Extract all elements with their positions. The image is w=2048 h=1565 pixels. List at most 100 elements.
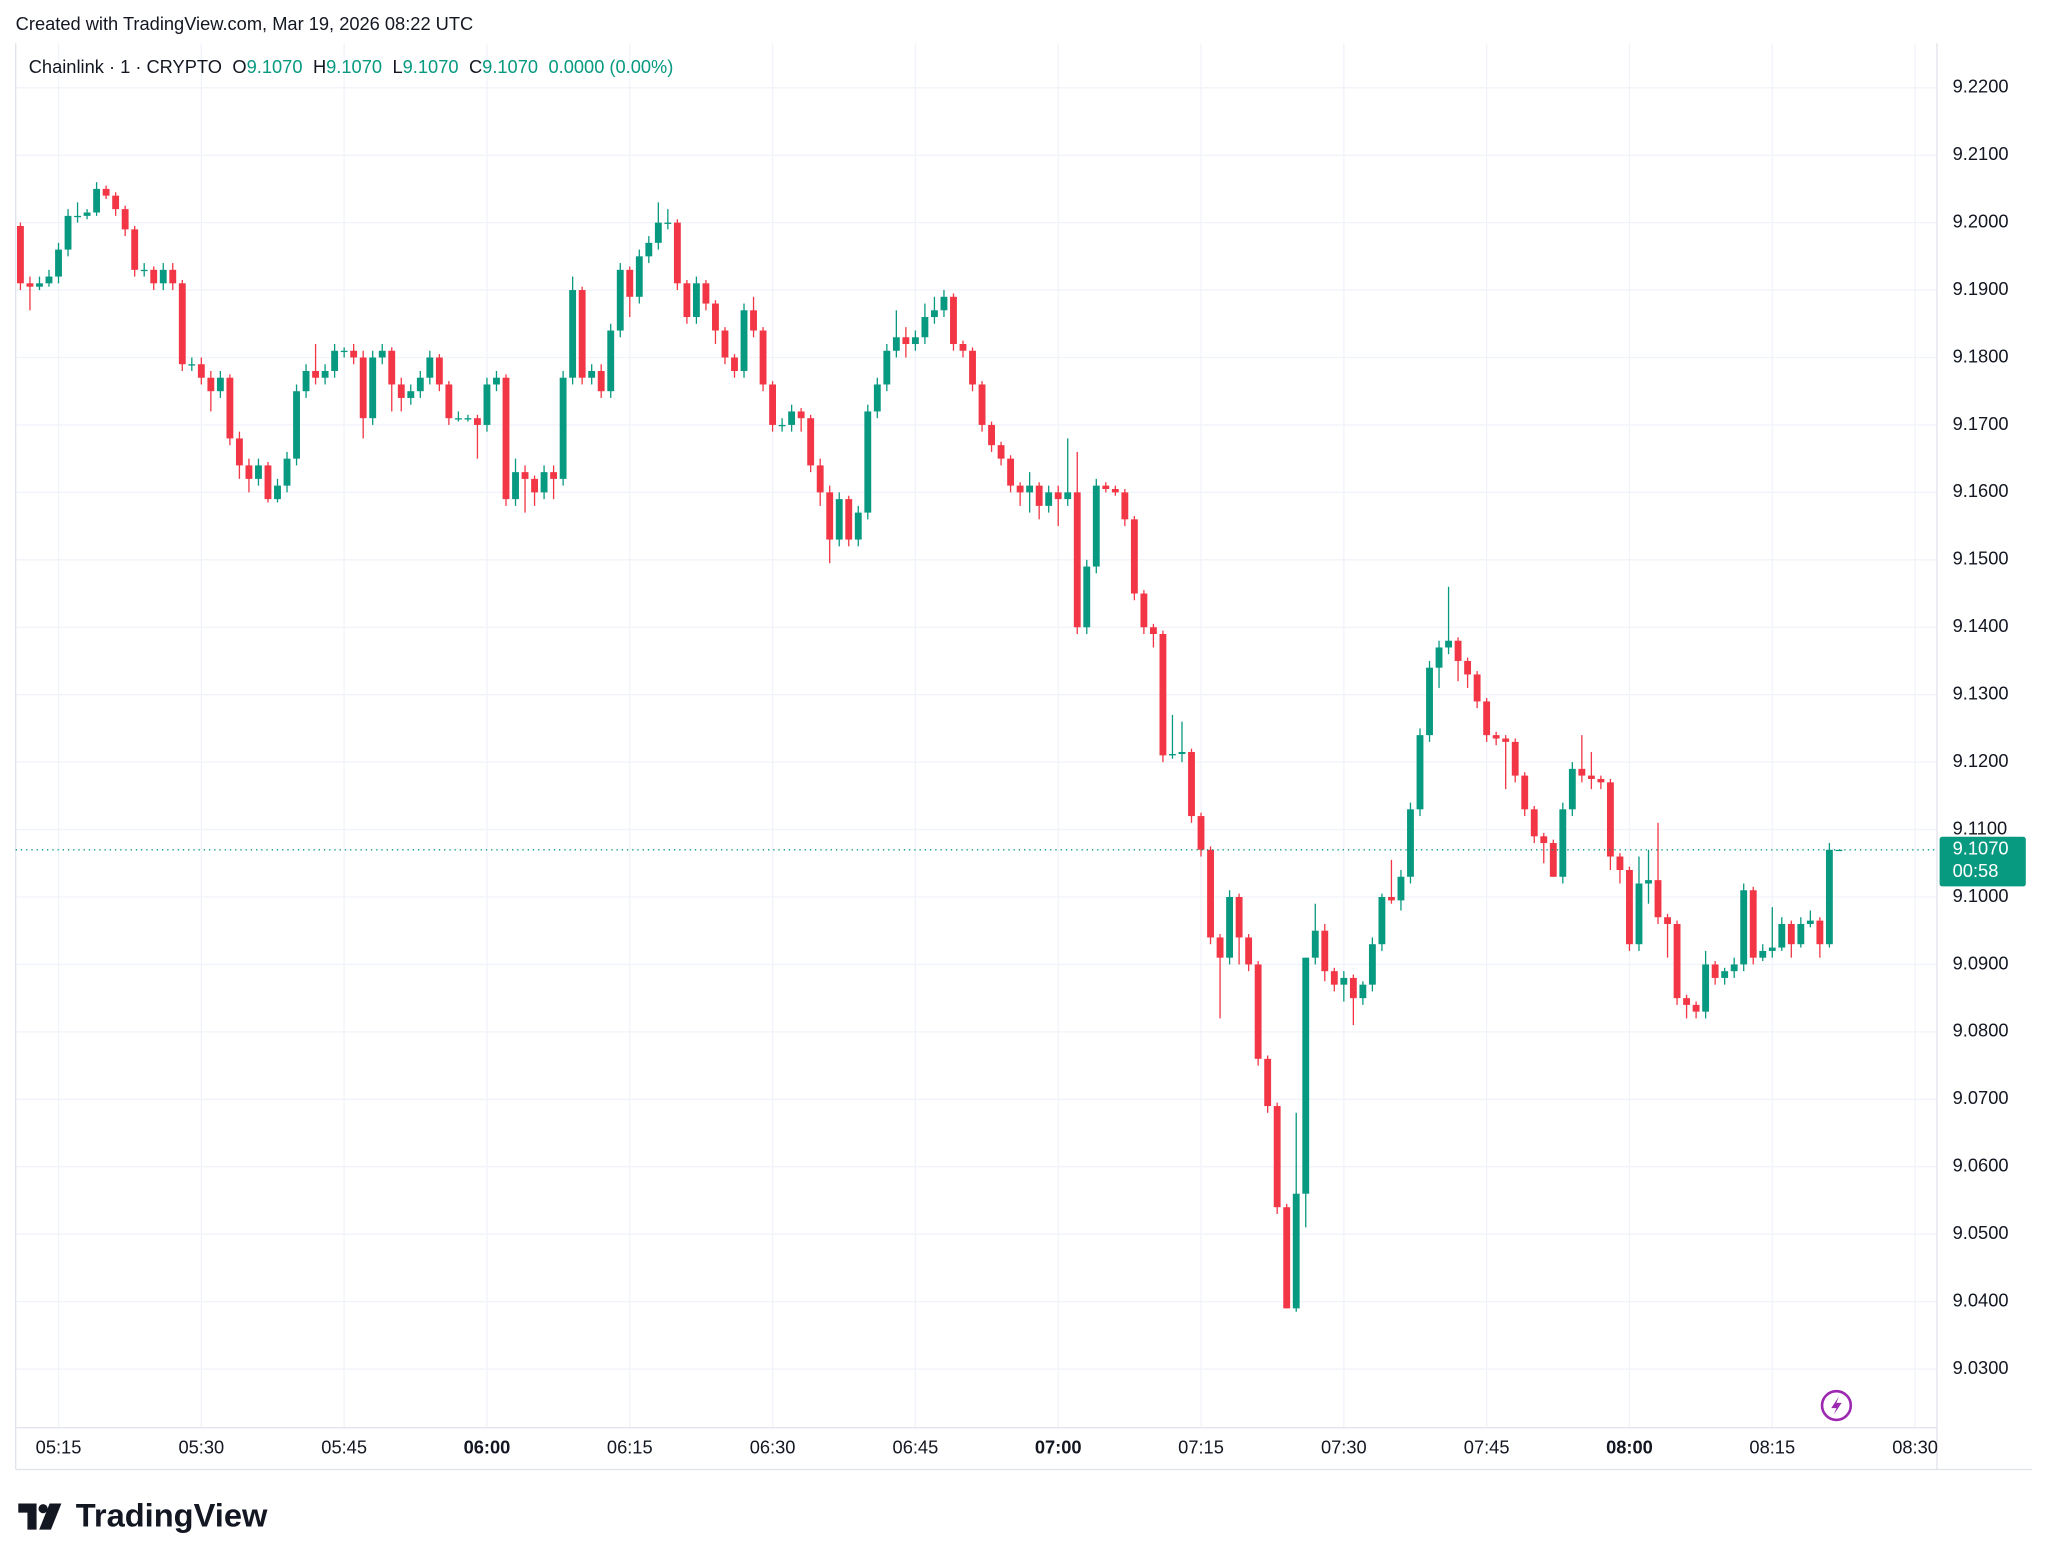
candle-body xyxy=(1340,977,1348,985)
candle-body xyxy=(1835,849,1843,852)
legend-value: 9.1070 xyxy=(326,56,382,77)
candle-body xyxy=(969,350,976,385)
candle-body xyxy=(1111,488,1119,493)
candle-body xyxy=(673,222,681,284)
candle-body xyxy=(997,445,1005,459)
candle-body xyxy=(1778,923,1786,948)
legend-value: 9.1070 xyxy=(247,56,303,77)
y-tick-label: 9.2000 xyxy=(1953,210,2009,231)
candle-body xyxy=(1759,950,1767,958)
candle-body xyxy=(312,370,320,378)
candle-body xyxy=(845,499,853,540)
candle-body xyxy=(1711,964,1719,978)
candle-body xyxy=(483,384,491,425)
candle-body xyxy=(388,350,396,385)
candle-body xyxy=(131,229,139,270)
candle-body xyxy=(1597,778,1605,783)
candle-body xyxy=(702,283,710,304)
grid xyxy=(15,43,1937,1428)
candle-body xyxy=(1483,701,1491,736)
candle-body xyxy=(83,212,91,216)
candle-body xyxy=(1654,880,1662,918)
candle-body xyxy=(559,377,567,479)
y-tick-label: 9.1500 xyxy=(1953,548,2009,569)
candle-body xyxy=(1473,674,1481,702)
x-tick-label: 08:30 xyxy=(1892,1436,1938,1457)
candle-body xyxy=(26,283,34,287)
candle-body xyxy=(235,438,243,466)
x-tick-label: 05:15 xyxy=(36,1436,82,1457)
candle-body xyxy=(17,225,24,284)
candle-body xyxy=(959,344,967,351)
candle-body xyxy=(1426,667,1433,736)
candle-body xyxy=(1407,809,1414,877)
candle-body xyxy=(264,465,272,500)
candle-body xyxy=(255,465,262,479)
candle-body xyxy=(540,472,548,493)
candle-body xyxy=(397,384,405,398)
candle-body xyxy=(1692,1004,1700,1012)
x-tick-label: 08:15 xyxy=(1749,1436,1795,1457)
candle-body xyxy=(1149,627,1157,634)
x-tick-label: 06:00 xyxy=(464,1436,511,1457)
candle-body xyxy=(1254,964,1262,1059)
candle-body xyxy=(1702,964,1710,1012)
candle-body xyxy=(216,377,224,392)
x-tick-label: 07:45 xyxy=(1464,1436,1510,1457)
candle-body xyxy=(1502,738,1510,742)
candle-body xyxy=(74,215,81,218)
alert-icon[interactable] xyxy=(1820,1389,1853,1422)
candle-body xyxy=(683,283,691,318)
candle-body xyxy=(807,418,815,466)
candle-body xyxy=(283,458,291,486)
y-tick-label: 9.1700 xyxy=(1953,413,2009,434)
candle-body xyxy=(931,310,938,318)
legend-key: O xyxy=(232,56,246,77)
candle-body xyxy=(1530,809,1538,837)
candle-body xyxy=(1673,923,1681,999)
y-tick-label: 9.1600 xyxy=(1953,480,2009,501)
candle-body xyxy=(1797,923,1805,945)
candle-body xyxy=(950,296,957,345)
y-tick-label: 9.1300 xyxy=(1953,683,2009,704)
candle-body xyxy=(445,384,453,419)
x-tick-label: 06:30 xyxy=(750,1436,796,1457)
candle-body xyxy=(731,357,738,371)
candle-body xyxy=(1083,566,1091,628)
candle-body xyxy=(854,512,862,540)
y-tick-label: 9.0300 xyxy=(1953,1357,2009,1378)
candle-body xyxy=(531,478,538,493)
candle-body xyxy=(416,377,424,392)
candle-body xyxy=(1825,849,1833,945)
candle-body xyxy=(1016,485,1024,493)
candle-body xyxy=(1635,883,1643,945)
y-tick-label: 9.0500 xyxy=(1953,1222,2009,1243)
candle-body xyxy=(1587,775,1595,779)
candle-body xyxy=(740,310,748,371)
candle-body xyxy=(1368,944,1376,985)
candle-body xyxy=(921,317,929,338)
candle-body xyxy=(1292,1193,1300,1309)
candle-body xyxy=(778,424,786,427)
candle-body xyxy=(350,350,358,358)
y-tick-label: 9.1200 xyxy=(1953,750,2009,771)
candle-body xyxy=(1749,890,1757,958)
candle-body xyxy=(1378,896,1386,945)
candle-body xyxy=(102,188,110,196)
candle-body xyxy=(988,424,995,446)
candle-body xyxy=(750,310,757,331)
x-tick-label: 07:30 xyxy=(1321,1436,1367,1457)
candle-body xyxy=(1435,647,1443,668)
candle-body xyxy=(911,337,919,345)
candle-body xyxy=(1492,735,1500,739)
candle-body xyxy=(597,370,605,392)
candle-body xyxy=(1178,752,1186,755)
candle-body xyxy=(1626,870,1633,945)
x-tick-label: 05:30 xyxy=(178,1436,224,1457)
candle-body xyxy=(464,418,472,420)
candle-body xyxy=(1645,880,1652,884)
legend-change: 0.0000 (0.00%) xyxy=(548,56,673,77)
candles xyxy=(17,182,1843,1312)
y-tick-label: 9.2100 xyxy=(1953,143,2009,164)
candle-body xyxy=(607,330,615,392)
